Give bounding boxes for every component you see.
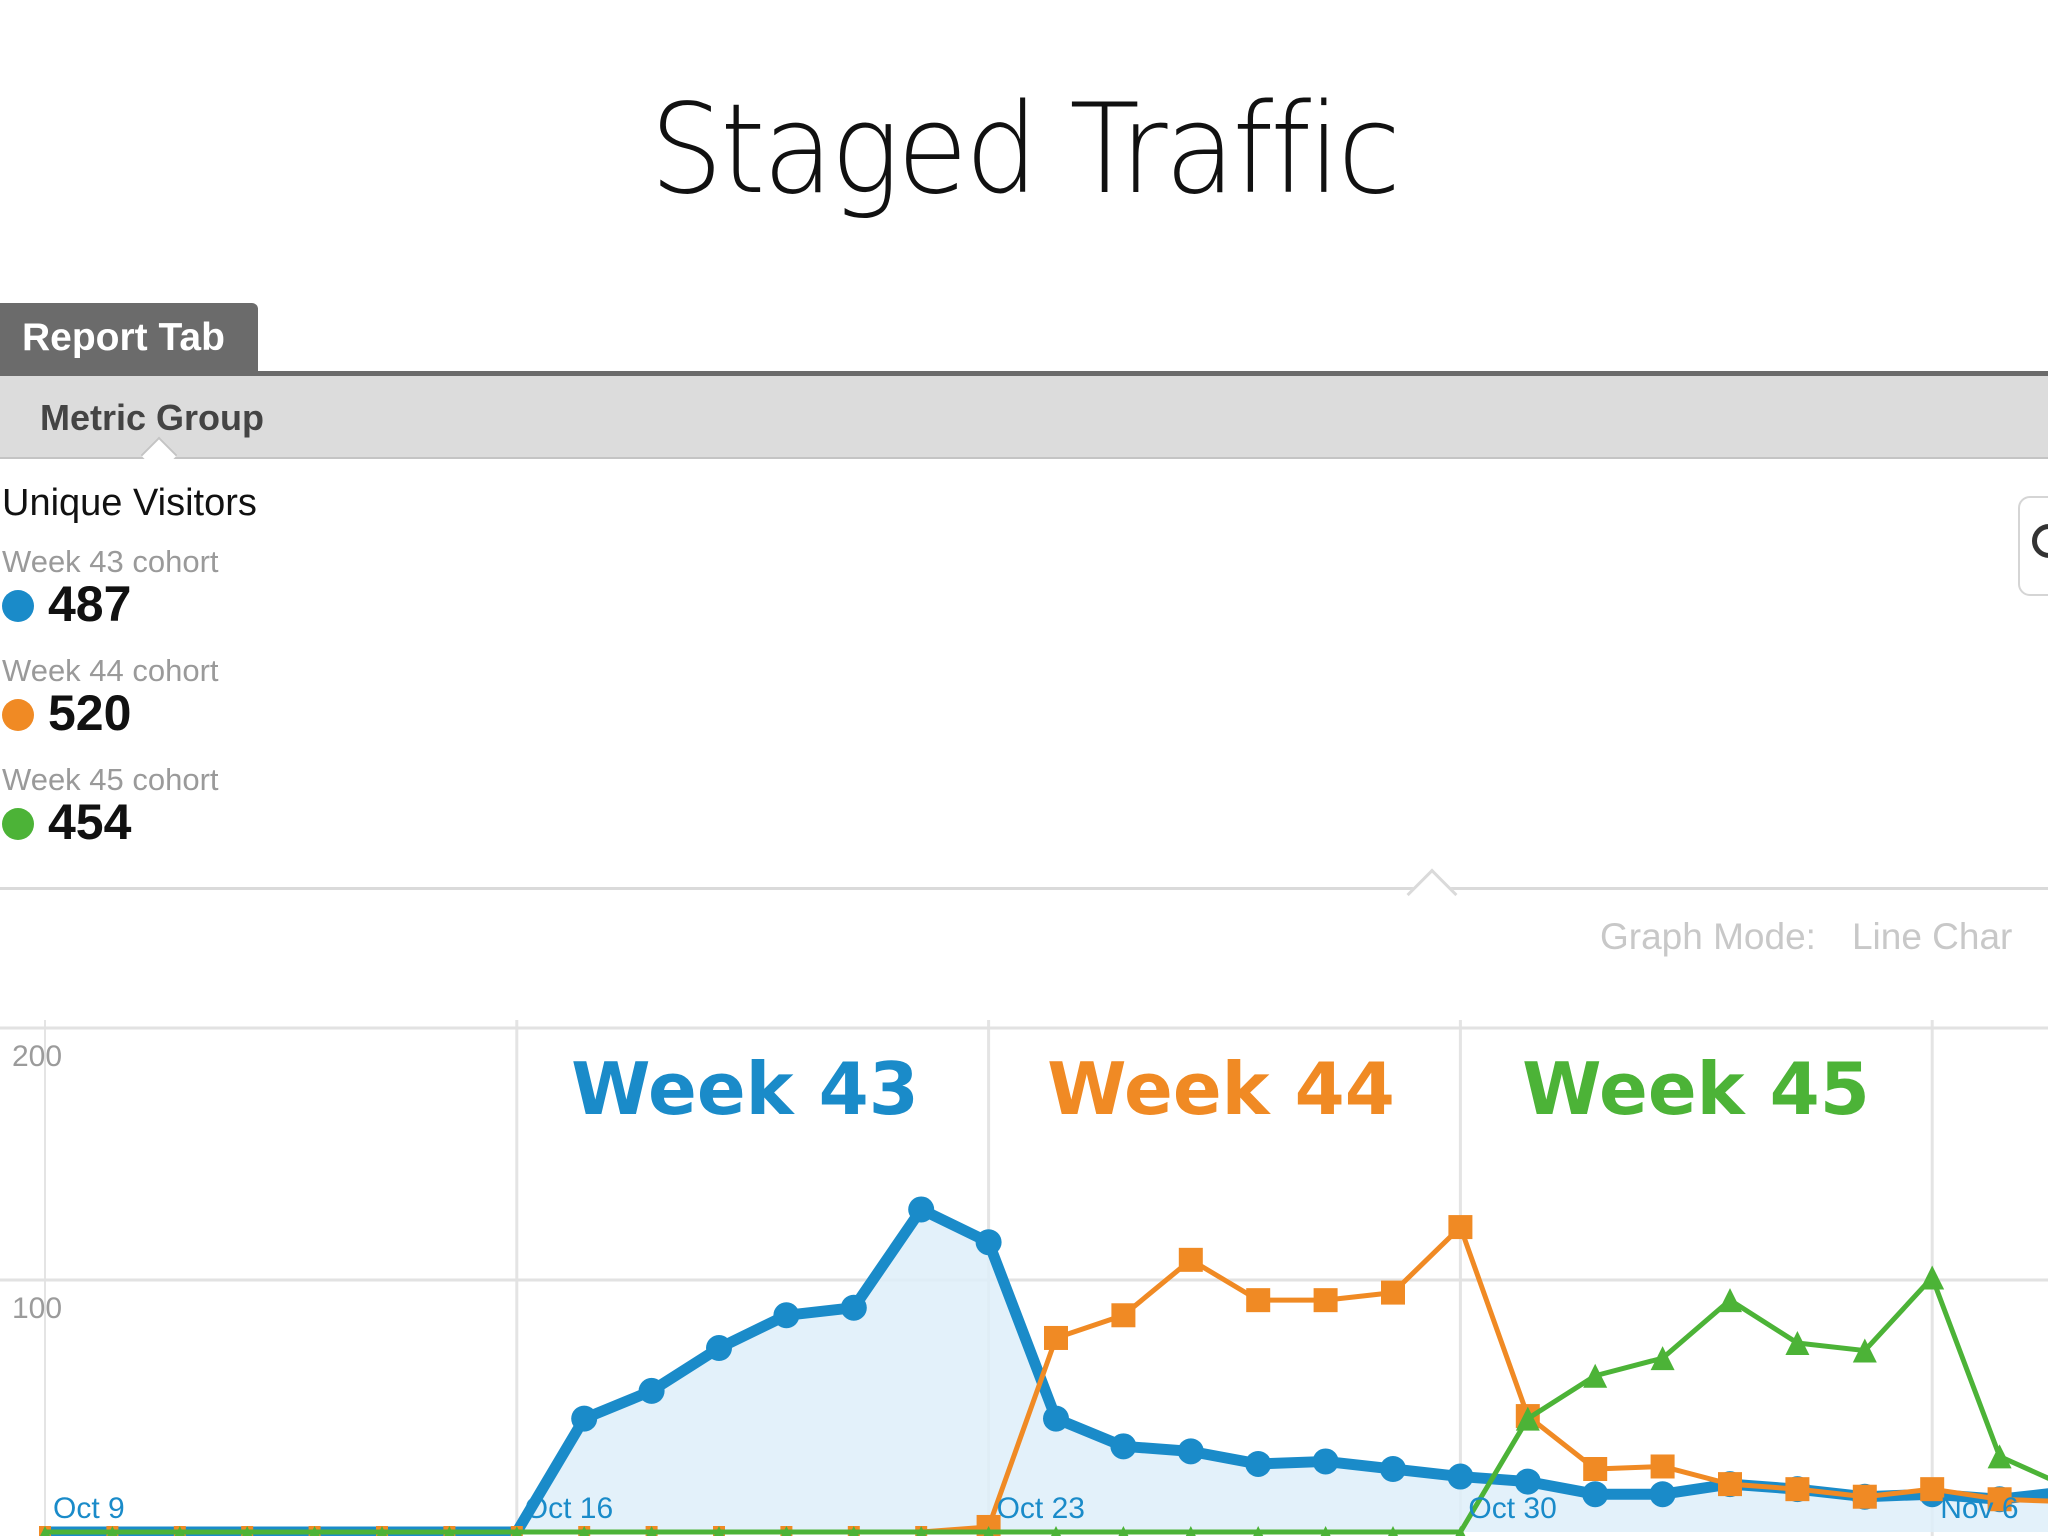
data-point xyxy=(781,1526,792,1536)
data-point xyxy=(571,1405,598,1432)
y-tick-label: 200 xyxy=(12,1040,62,1073)
data-point xyxy=(1583,1457,1608,1481)
cohort-value-week-45: 454 xyxy=(48,794,132,850)
x-tick-label: Oct 9 xyxy=(53,1492,125,1525)
cohort-dot-week-43 xyxy=(2,590,34,622)
search-icon xyxy=(2032,524,2048,558)
data-point xyxy=(309,1526,320,1536)
data-point xyxy=(638,1377,665,1404)
line-chart: 100 200 Week 43 Week 44 Week 45 Oct 9 Oct 16 Oc… xyxy=(0,1020,2048,1536)
data-point xyxy=(916,1526,927,1536)
data-point xyxy=(840,1294,867,1321)
data-point xyxy=(1044,1325,1068,1350)
data-point xyxy=(40,1526,50,1536)
report-tab[interactable]: Report Tab xyxy=(0,303,258,373)
data-point xyxy=(242,1526,253,1536)
metric-group-tab[interactable]: Metric Group xyxy=(40,397,265,438)
data-point xyxy=(1110,1433,1137,1460)
slide-title: Staged Traffic xyxy=(649,78,1401,222)
data-point xyxy=(1650,1346,1675,1371)
data-point xyxy=(1649,1481,1676,1508)
data-point xyxy=(714,1526,724,1536)
x-tick-label: Oct 30 xyxy=(1468,1492,1556,1525)
data-point xyxy=(1043,1405,1069,1432)
data-point xyxy=(1514,1468,1541,1495)
data-point xyxy=(1253,1526,1264,1536)
data-point xyxy=(1312,1448,1339,1475)
tab-rule xyxy=(0,371,2048,376)
data-point xyxy=(1785,1331,1810,1355)
data-point xyxy=(1051,1526,1061,1536)
data-point xyxy=(908,1196,935,1223)
data-point xyxy=(975,1229,1002,1256)
panel-divider xyxy=(0,887,2048,890)
data-point xyxy=(1455,1526,1466,1536)
data-point xyxy=(773,1302,800,1329)
data-point xyxy=(1582,1481,1609,1508)
divider-notch xyxy=(1406,868,1458,920)
cohort-dot-week-45 xyxy=(2,808,34,840)
data-point xyxy=(444,1526,455,1536)
data-point xyxy=(1118,1526,1129,1536)
data-point xyxy=(1583,1363,1608,1388)
data-point xyxy=(1987,1444,2012,1469)
x-tick-label: Nov 6 xyxy=(1940,1492,2018,1525)
data-point xyxy=(646,1526,657,1536)
data-point xyxy=(1920,1477,1945,1502)
graph-mode-select[interactable]: Line Char xyxy=(1851,916,2013,957)
x-tick-label: Oct 23 xyxy=(997,1492,1085,1525)
data-point xyxy=(1852,1484,1877,1509)
data-point xyxy=(1515,1406,1540,1431)
data-point xyxy=(983,1526,994,1536)
data-point xyxy=(1178,1247,1203,1272)
graph-mode: Graph Mode: Line Char xyxy=(1600,916,2048,958)
data-point xyxy=(377,1526,387,1536)
data-point xyxy=(1388,1526,1398,1536)
metric-title: Unique Visitors xyxy=(2,482,257,524)
cohort-label-week-45: Week 45 cohort xyxy=(2,762,219,797)
week-annotation: Week 44 xyxy=(1047,1047,1395,1131)
cohort-label-week-43: Week 43 cohort xyxy=(2,544,219,579)
cohort-value-week-43: 487 xyxy=(48,576,132,632)
cohort-dot-week-44 xyxy=(2,699,34,731)
graph-mode-label: Graph Mode: xyxy=(1600,916,1816,957)
data-point xyxy=(848,1526,859,1536)
data-point xyxy=(1448,1215,1473,1240)
data-point xyxy=(1111,1303,1136,1328)
cohort-label-week-44: Week 44 cohort xyxy=(2,653,219,688)
data-point xyxy=(1245,1450,1272,1477)
data-point xyxy=(579,1526,590,1536)
data-point xyxy=(1177,1438,1204,1465)
cohort-value-week-44: 520 xyxy=(48,685,132,741)
week-annotation: Week 43 xyxy=(571,1047,919,1131)
search-button[interactable] xyxy=(2018,496,2048,596)
data-point xyxy=(1380,1456,1406,1482)
data-point xyxy=(1447,1463,1474,1490)
data-point xyxy=(1313,1288,1338,1313)
metric-group-bar: Metric Group xyxy=(0,376,2048,459)
data-point xyxy=(1320,1526,1331,1536)
data-point xyxy=(1718,1288,1742,1313)
week-annotation: Week 45 xyxy=(1522,1047,1870,1131)
data-point xyxy=(107,1526,118,1536)
data-point xyxy=(1650,1454,1675,1479)
data-point xyxy=(511,1526,522,1536)
data-point xyxy=(1785,1477,1810,1502)
data-point xyxy=(1718,1472,1742,1497)
data-point xyxy=(1852,1338,1877,1363)
data-point xyxy=(1185,1526,1196,1536)
x-tick-label: Oct 16 xyxy=(525,1492,613,1525)
data-point xyxy=(706,1335,732,1362)
data-point xyxy=(1381,1280,1405,1305)
y-tick-label: 100 xyxy=(12,1292,62,1325)
data-point xyxy=(174,1526,185,1536)
data-point xyxy=(1246,1288,1271,1313)
data-point xyxy=(1920,1265,1945,1290)
data-point xyxy=(1987,1487,2012,1512)
